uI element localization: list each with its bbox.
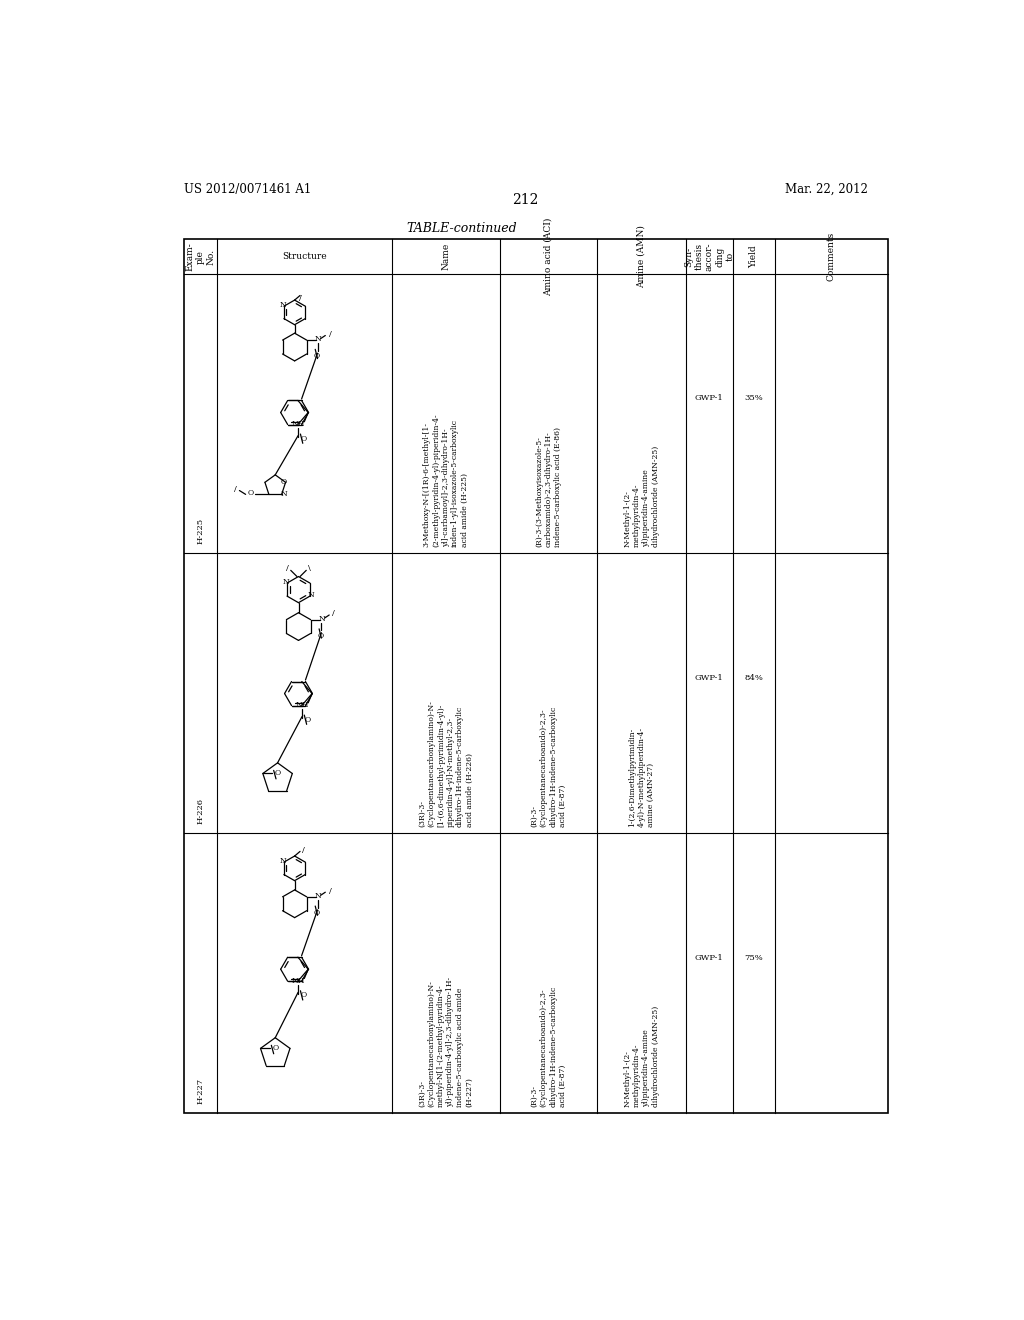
Text: 1-(2,6-Dimethylpyrimidin-
4-yl)-N-methylpiperidin-4-
amine (AMN-27): 1-(2,6-Dimethylpyrimidin- 4-yl)-N-methyl… — [628, 726, 655, 826]
Text: N: N — [281, 490, 288, 499]
Text: O: O — [247, 488, 253, 496]
Text: US 2012/0071461 A1: US 2012/0071461 A1 — [183, 183, 311, 197]
Bar — [183, 239, 888, 1113]
Text: Mar. 22, 2012: Mar. 22, 2012 — [785, 183, 868, 197]
Text: NH: NH — [292, 977, 305, 985]
Text: /: / — [299, 294, 302, 302]
Text: N: N — [315, 892, 322, 900]
Text: /: / — [234, 484, 237, 492]
Text: (3R)-3-
(Cyclopentanecarbonylamino)-N-
[1-(6,6-dimethyl-pyrimidin-4-yl)-
piperid: (3R)-3- (Cyclopentanecarbonylamino)-N- [… — [418, 700, 473, 826]
Text: O: O — [300, 991, 306, 999]
Text: GWP-1: GWP-1 — [695, 673, 724, 681]
Text: O: O — [281, 478, 287, 486]
Text: /: / — [287, 564, 289, 572]
Text: Structure: Structure — [282, 252, 327, 261]
Text: GWP-1: GWP-1 — [695, 953, 724, 962]
Text: (R)-3-
(Cyclopentanecarboanido)-2,3-
dihydro-1H-indene-5-carboxylic
acid (E-87): (R)-3- (Cyclopentanecarboanido)-2,3- dih… — [530, 986, 566, 1107]
Text: Amino acid (ACI): Amino acid (ACI) — [544, 218, 553, 296]
Text: Amine (AMN): Amine (AMN) — [637, 226, 646, 288]
Text: O: O — [313, 909, 319, 917]
Text: N-Methyl-1-(2-
methylpyridin-4-
yl)piperidin-4-amine
dihydrochloride (AMN-25): N-Methyl-1-(2- methylpyridin-4- yl)piper… — [624, 446, 659, 548]
Text: O: O — [304, 715, 310, 723]
Text: NH: NH — [292, 420, 305, 428]
Text: TABLE-continued: TABLE-continued — [406, 222, 516, 235]
Text: N: N — [315, 335, 322, 343]
Text: O: O — [300, 434, 306, 442]
Text: Yield: Yield — [750, 246, 759, 268]
Text: 84%: 84% — [744, 673, 763, 681]
Text: (R)-3-(3-Methoxyisoxazole-5-
carboxamido)-2,3-dihydro-1H-
indene-5-carboxylic ac: (R)-3-(3-Methoxyisoxazole-5- carboxamido… — [535, 428, 562, 548]
Text: O: O — [272, 1044, 279, 1052]
Text: 35%: 35% — [744, 395, 763, 403]
Text: 3-Methoxy-N-[(1R)-6-[methyl-[1-
(2-methyl-pyridin-4-yl)-piperidin-4-
yl]-carbamo: 3-Methoxy-N-[(1R)-6-[methyl-[1- (2-methy… — [423, 413, 469, 548]
Text: /: / — [333, 610, 335, 618]
Text: Comments: Comments — [826, 232, 836, 281]
Text: /: / — [329, 330, 332, 338]
Text: 75%: 75% — [744, 953, 763, 962]
Text: /: / — [329, 887, 332, 895]
Text: (R)-3-
(Cyclopentanecarboanido)-2,3-
dihydro-1H-indene-5-carboxylic
acid (E-87): (R)-3- (Cyclopentanecarboanido)-2,3- dih… — [530, 705, 566, 826]
Text: N: N — [283, 578, 290, 586]
Text: N: N — [318, 615, 326, 623]
Text: N: N — [280, 858, 287, 866]
Text: H-226: H-226 — [197, 797, 205, 824]
Text: \: \ — [308, 564, 311, 572]
Text: O: O — [313, 352, 319, 360]
Text: 212: 212 — [512, 193, 538, 207]
Text: N: N — [308, 591, 314, 599]
Text: H-225: H-225 — [197, 517, 205, 544]
Text: N-Methyl-1-(2-
methylpyridin-4-
yl)piperidin-4-amine
dihydrochloride (AMN-25): N-Methyl-1-(2- methylpyridin-4- yl)piper… — [624, 1006, 659, 1107]
Text: H-227: H-227 — [197, 1078, 205, 1104]
Text: GWP-1: GWP-1 — [695, 395, 724, 403]
Text: O: O — [274, 770, 281, 777]
Text: O: O — [317, 632, 324, 640]
Text: /: / — [302, 846, 304, 854]
Text: Syn-
thesis
accor-
ding
to: Syn- thesis accor- ding to — [684, 243, 734, 271]
Text: Exam-
ple
No.: Exam- ple No. — [185, 242, 215, 271]
Text: (3R)-3-
(Cyclopentanecarbonylamino)-N-
methyl-N[1-(2-methyl-pyridin-4-
yl)-piper: (3R)-3- (Cyclopentanecarbonylamino)-N- m… — [418, 977, 473, 1107]
Text: Name: Name — [441, 243, 451, 271]
Text: N: N — [280, 301, 287, 309]
Text: NH: NH — [295, 701, 308, 709]
